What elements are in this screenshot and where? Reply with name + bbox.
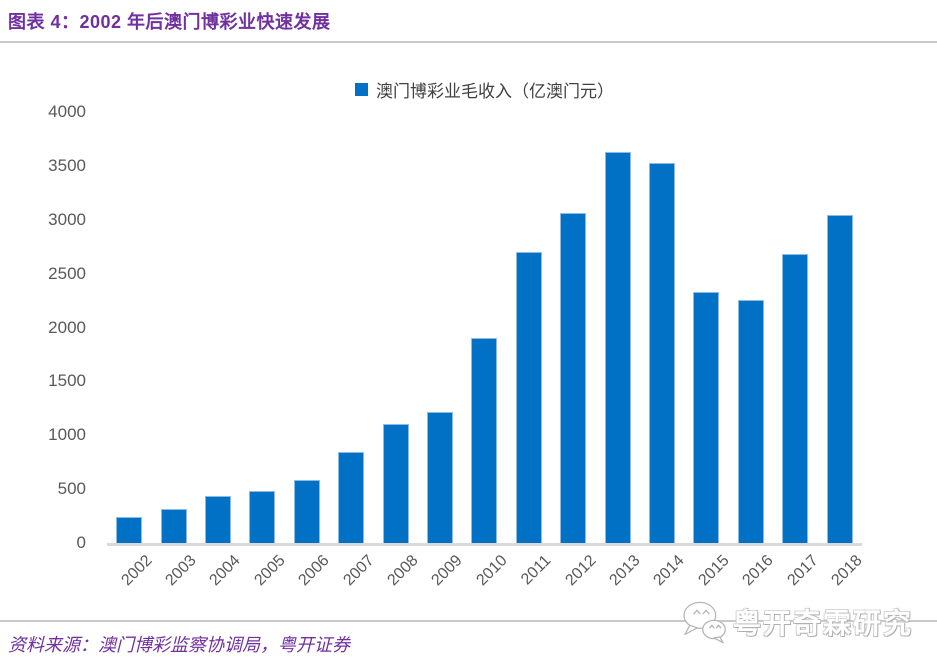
bar-2004: [205, 495, 232, 543]
x-tick-label-2013: 2013: [606, 552, 644, 590]
bar-slot-2015: 2015: [684, 112, 733, 589]
bar-2009: [427, 412, 454, 543]
bar-slot-2002: 2002: [107, 112, 155, 589]
y-tick-label-0: 0: [76, 533, 86, 552]
bar-slot-2004: 2004: [196, 112, 244, 589]
bar-slot-2006: 2006: [285, 112, 333, 589]
x-tick-label-2011: 2011: [518, 552, 555, 589]
bar-slot-2003: 2003: [151, 112, 200, 589]
plot-area: 2002 2003 2004 2005 2006 2007 2008 2009 2010 2011…: [107, 112, 866, 589]
x-tick-label-2010: 2010: [473, 552, 511, 590]
bar-2006: [293, 479, 320, 543]
bar-2011: [515, 252, 542, 543]
x-tick-label-2004: 2004: [206, 552, 245, 590]
y-tick-label-1500: 1500: [48, 371, 86, 391]
y-tick-label-3000: 3000: [48, 209, 86, 229]
legend-swatch: [355, 83, 368, 96]
footer-separator-line: [0, 620, 937, 622]
y-tick-label-2500: 2500: [48, 263, 86, 283]
bar-2012: [560, 213, 587, 543]
x-tick-label-2003: 2003: [162, 552, 200, 590]
watermark-text: 粤开奇霖研究: [732, 608, 913, 639]
title-separator-line: [0, 41, 937, 43]
x-tick-label-2016: 2016: [739, 552, 777, 590]
y-tick-label-2000: 2000: [48, 317, 86, 337]
bar-slot-2017: 2017: [773, 112, 821, 589]
bar-2017: [782, 254, 809, 543]
y-tick-label-500: 500: [57, 479, 86, 499]
y-tick-label-1000: 1000: [48, 425, 86, 445]
bar-2003: [160, 509, 187, 543]
bar-slot-2005: 2005: [240, 112, 288, 589]
bar-2018: [826, 214, 853, 543]
bar-slot-2008: 2008: [373, 112, 422, 589]
x-tick-label-2002: 2002: [118, 552, 156, 590]
x-tick-label-2014: 2014: [650, 552, 689, 590]
bar-slot-2007: 2007: [329, 112, 377, 589]
x-tick-label-2006: 2006: [295, 552, 333, 590]
legend-label: 澳门博彩业毛收入（亿澳门元）: [376, 82, 614, 101]
bar-slot-2014: 2014: [640, 112, 688, 589]
bar-slot-2009: 2009: [418, 112, 466, 589]
bar-2002: [116, 517, 143, 543]
wechat-icon: [683, 601, 726, 644]
x-tick-label-2015: 2015: [695, 552, 733, 590]
bar-2010: [471, 338, 498, 543]
bar-2007: [338, 451, 365, 543]
x-tick-label-2017: 2017: [784, 552, 822, 590]
y-tick-label-3500: 3500: [48, 155, 86, 175]
bar-2014: [649, 162, 676, 543]
watermark: 粤开奇霖研究: [679, 599, 913, 645]
bar-slot-2012: 2012: [551, 112, 599, 589]
x-tick-label-2018: 2018: [828, 552, 866, 590]
bar-2015: [693, 291, 720, 543]
x-tick-label-2008: 2008: [384, 552, 422, 590]
bar-slot-2010: 2010: [462, 112, 510, 589]
x-tick-label-2012: 2012: [562, 552, 600, 590]
bar-slot-2011: 2011: [507, 112, 555, 588]
bar-2016: [737, 300, 764, 543]
bar-2013: [604, 152, 631, 543]
figure-title: 图表 4：2002 年后澳门博彩业快速发展: [8, 12, 331, 32]
bar-slot-2016: 2016: [729, 112, 777, 589]
bar-slot-2018: 2018: [818, 112, 866, 589]
y-axis: 0 500 1000 1500 2000 2500 3000 3500 4000: [0, 102, 86, 552]
bar-slot-2013: 2013: [595, 112, 644, 589]
y-tick-label-4000: 4000: [48, 102, 86, 121]
source-note: 资料来源：澳门博彩监察协调局，粤开证券: [8, 635, 350, 655]
x-tick-label-2009: 2009: [428, 552, 467, 590]
bar-2005: [249, 491, 276, 543]
bar-2008: [382, 423, 409, 543]
x-tick-label-2005: 2005: [251, 552, 289, 590]
x-tick-label-2007: 2007: [340, 552, 378, 590]
chart-legend: 澳门博彩业毛收入（亿澳门元）: [107, 77, 862, 102]
